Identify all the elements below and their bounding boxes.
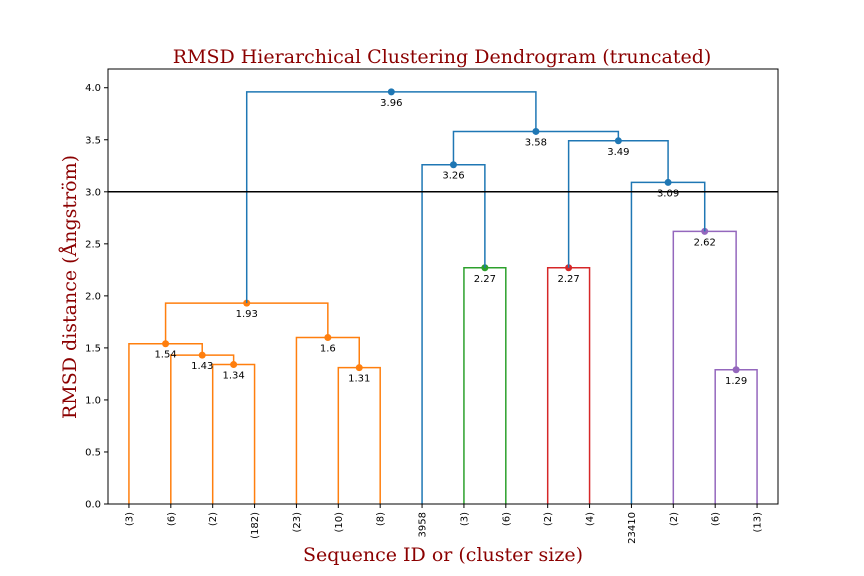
merge-height-label: 3.96 bbox=[380, 98, 402, 109]
y-tick-label: 1.0 bbox=[85, 395, 101, 406]
x-tick-label: 3958 bbox=[418, 512, 429, 537]
x-tick-label: (4) bbox=[585, 512, 596, 526]
merge-height-label: 1.6 bbox=[320, 343, 336, 354]
merge-height-label: 1.31 bbox=[348, 374, 370, 385]
dendrogram-link bbox=[714, 369, 758, 504]
y-axis-label: RMSD distance (Ångström) bbox=[59, 155, 81, 419]
y-tick-label: 1.5 bbox=[85, 343, 101, 354]
merge-node bbox=[162, 340, 170, 348]
x-tick-label: (2) bbox=[543, 512, 554, 526]
merge-height-label: 3.09 bbox=[657, 188, 679, 199]
merge-height-label: 3.26 bbox=[442, 171, 464, 182]
plot-frame bbox=[107, 68, 779, 505]
dendrogram-link bbox=[546, 267, 591, 504]
y-tick-label: 3.5 bbox=[85, 135, 101, 146]
x-tick-label: (2) bbox=[669, 512, 680, 526]
merge-height-label: 1.29 bbox=[725, 376, 747, 387]
x-tick-label: (13) bbox=[753, 512, 764, 533]
merge-node bbox=[243, 299, 251, 307]
y-tick-label: 0.0 bbox=[85, 500, 101, 511]
y-tick-label: 2.0 bbox=[85, 291, 101, 302]
merge-height-label: 2.62 bbox=[694, 237, 716, 248]
dendrogram-link bbox=[672, 230, 737, 504]
x-tick-label: (6) bbox=[501, 512, 512, 526]
chart-title: RMSD Hierarchical Clustering Dendrogram … bbox=[173, 46, 712, 68]
x-tick-label: (3) bbox=[459, 512, 470, 526]
merge-node bbox=[387, 88, 395, 96]
dendrogram-link bbox=[295, 336, 360, 504]
y-tick-label: 0.5 bbox=[85, 447, 101, 458]
y-tick-label: 2.5 bbox=[85, 239, 101, 250]
x-tick-label: 23410 bbox=[627, 512, 638, 544]
x-tick-label: (8) bbox=[376, 512, 387, 526]
dendrogram-link bbox=[337, 366, 381, 504]
x-axis-label: Sequence ID or (cluster size) bbox=[303, 544, 583, 566]
merge-height-label: 1.54 bbox=[154, 350, 176, 361]
dendrogram-link bbox=[567, 140, 669, 268]
merge-height-label: 3.49 bbox=[607, 147, 629, 158]
dendrogram-link bbox=[463, 267, 507, 504]
dendrogram-link bbox=[245, 91, 537, 304]
merge-height-label: 1.93 bbox=[236, 309, 258, 320]
x-tick-label: (2) bbox=[208, 512, 219, 526]
x-tick-label: (182) bbox=[250, 512, 261, 539]
dendrogram-link bbox=[421, 163, 486, 504]
merge-height-label: 3.58 bbox=[525, 137, 547, 148]
merge-height-label: 1.34 bbox=[222, 371, 244, 382]
merge-height-label: 2.27 bbox=[557, 274, 579, 285]
x-tick-label: (6) bbox=[711, 512, 722, 526]
y-tick-label: 3.0 bbox=[85, 187, 101, 198]
y-tick-label: 4.0 bbox=[85, 83, 101, 94]
x-tick-label: (10) bbox=[334, 512, 345, 533]
merge-height-label: 2.27 bbox=[474, 274, 496, 285]
x-tick-label: (3) bbox=[124, 512, 135, 526]
merge-height-label: 1.43 bbox=[191, 361, 213, 372]
dendrogram-link bbox=[211, 363, 256, 504]
x-tick-label: (6) bbox=[166, 512, 177, 526]
x-tick-label: (23) bbox=[292, 512, 303, 533]
